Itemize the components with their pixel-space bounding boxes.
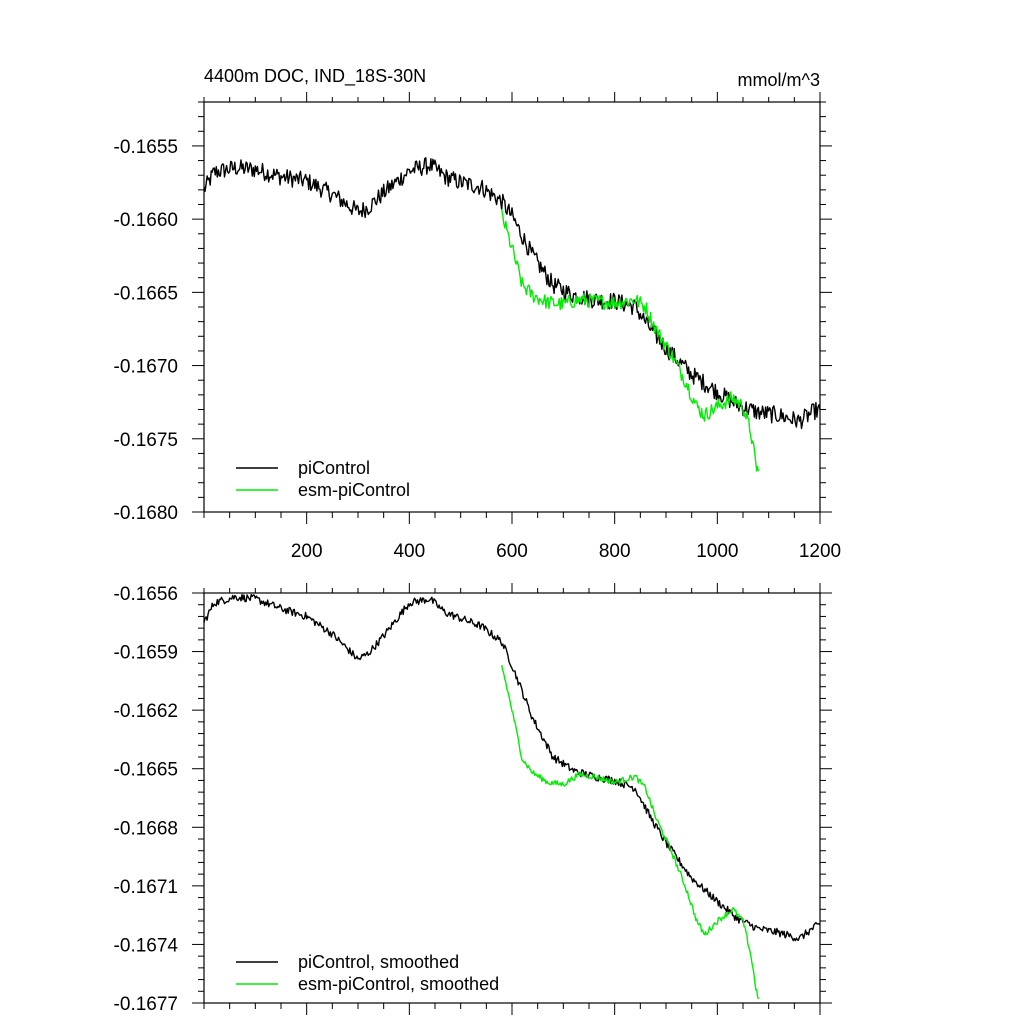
series-line-esm-picontrol-smoothed	[501, 664, 760, 1000]
x-tick-label: 800	[599, 541, 631, 562]
y-tick-label: -0.1655	[114, 137, 178, 158]
legend-label: piControl	[298, 458, 370, 478]
y-tick-label: -0.1671	[114, 877, 178, 898]
legend-label: esm-piControl	[298, 480, 410, 500]
series-line-picontrol	[203, 157, 821, 430]
y-tick-label: -0.1659	[114, 643, 178, 664]
top-panel: 200 400 600 800 1000 1200 -0.1655 -0.1660 -0.166…	[114, 92, 841, 562]
y-tick-label: -0.1662	[114, 701, 178, 722]
x-tick-label: 1000	[696, 541, 738, 562]
y-tick-label: -0.1670	[114, 357, 178, 378]
legend-label: piControl, smoothed	[298, 952, 459, 972]
y-tick-label: -0.1677	[114, 994, 178, 1015]
x-tick-label: 600	[496, 541, 528, 562]
plot-frame	[203, 592, 821, 1004]
y-tick-label: -0.1675	[114, 430, 178, 451]
x-tick-label: 1200	[799, 541, 841, 562]
y-tick-label: -0.1660	[114, 210, 178, 231]
y-tick-label: -0.1680	[114, 503, 178, 524]
bottom-panel: -0.1656 -0.1659 -0.1662 -0.1665 -0.1668 -0.16…	[114, 583, 832, 1015]
y-tick-label: -0.1665	[114, 283, 178, 304]
y-tick-label: -0.1656	[114, 584, 178, 605]
series-line-esm-picontrol	[501, 208, 760, 472]
y-tick-label: -0.1674	[114, 935, 179, 956]
series-line-picontrol-smoothed	[203, 593, 821, 942]
units-label: mmol/m^3	[738, 70, 820, 90]
x-tick-label: 400	[393, 541, 425, 562]
x-tick-label: 200	[291, 541, 323, 562]
chart-title: 4400m DOC, IND_18S-30N	[204, 66, 426, 87]
y-tick-label: -0.1665	[114, 760, 178, 781]
legend-label: esm-piControl, smoothed	[298, 974, 499, 994]
y-tick-label: -0.1668	[114, 818, 178, 839]
plot-frame	[203, 101, 821, 513]
